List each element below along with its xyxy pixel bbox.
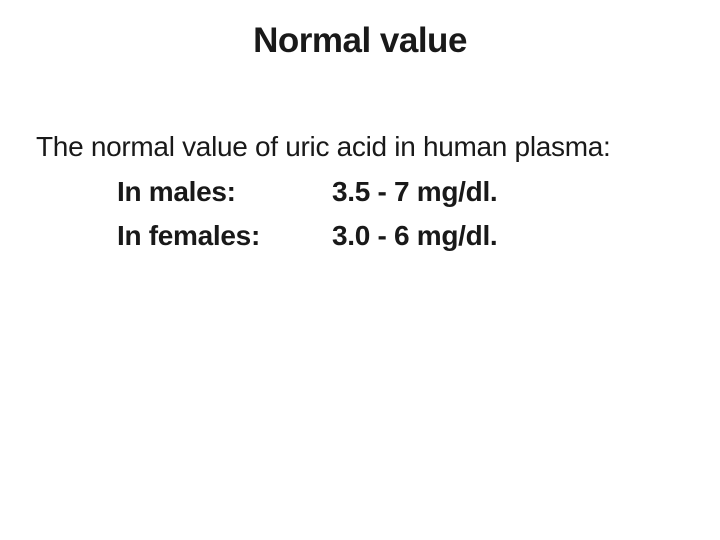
males-row: In males: 3.5 - 7 mg/dl.	[36, 175, 700, 209]
males-value: 3.5 - 7 mg/dl.	[332, 175, 498, 207]
males-label: In males:	[117, 175, 236, 207]
females-value: 3.0 - 6 mg/dl.	[332, 220, 498, 252]
lead-text: The normal value of uric acid in human p…	[36, 131, 611, 162]
females-row: In females: 3.0 - 6 mg/dl.	[36, 219, 700, 253]
slide-title: Normal value	[253, 21, 467, 60]
slide-body: The normal value of uric acid in human p…	[36, 130, 700, 253]
females-label: In females:	[117, 220, 260, 252]
